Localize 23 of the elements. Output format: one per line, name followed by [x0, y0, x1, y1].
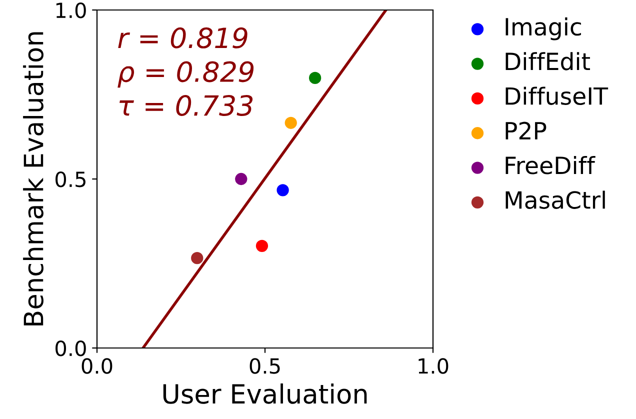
legend-label: MasaCtrl — [506, 190, 605, 209]
legend-label: Imagic — [506, 17, 581, 40]
x-tick-label: 1.0 — [418, 358, 448, 374]
y-tick-label: 0.0 — [56, 340, 86, 356]
point — [284, 116, 297, 129]
legend-label: P2P — [506, 122, 546, 140]
x-axis-title: User Evaluation — [163, 383, 367, 404]
x-tick-label: 0.0 — [82, 358, 112, 374]
annotation: ρ = 0.829 — [118, 61, 254, 88]
x-tick-label: 0.5 — [250, 358, 280, 374]
y-tick-label: 0.5 — [56, 171, 86, 188]
annotation: r = 0.819 — [118, 27, 248, 48]
y-tick-label: 1.0 — [56, 2, 86, 18]
point — [191, 252, 204, 264]
point — [276, 184, 289, 196]
point — [235, 172, 248, 186]
y-axis-title: Benchmark Evaluation — [23, 32, 44, 326]
legend-label: FreeDiff — [506, 156, 596, 174]
point — [256, 240, 268, 252]
legend-label: DiffuseIT — [506, 86, 608, 105]
legend-label: DiffEdit — [506, 52, 590, 70]
point — [308, 72, 322, 84]
annotation: τ = 0.733 — [120, 94, 253, 116]
